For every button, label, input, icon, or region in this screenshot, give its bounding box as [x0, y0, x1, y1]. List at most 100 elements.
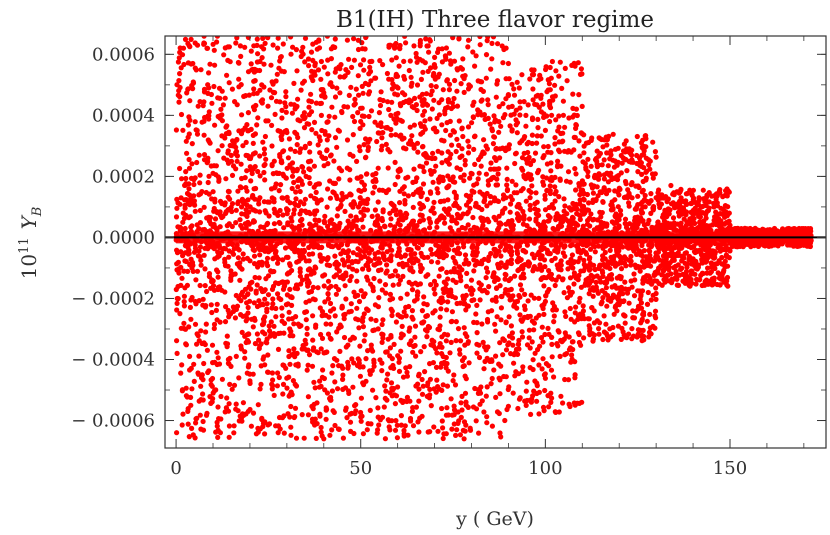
data-point	[211, 325, 217, 332]
data-point	[239, 196, 245, 202]
data-point	[272, 111, 278, 117]
data-point	[382, 282, 389, 288]
data-point	[523, 123, 529, 129]
data-point	[317, 150, 323, 156]
data-point	[192, 65, 198, 71]
data-point	[354, 217, 360, 223]
data-point	[492, 155, 498, 161]
data-point	[614, 248, 620, 254]
data-point	[408, 265, 414, 271]
data-point	[212, 199, 218, 205]
data-point	[244, 370, 250, 376]
data-point	[206, 218, 213, 224]
data-point	[526, 216, 533, 222]
data-point	[201, 360, 207, 367]
data-point	[474, 245, 480, 252]
data-point	[588, 211, 594, 217]
data-point	[489, 375, 495, 382]
data-point	[293, 202, 299, 208]
data-point	[356, 144, 362, 150]
data-point	[556, 274, 562, 280]
data-point	[396, 168, 402, 174]
data-point	[511, 92, 518, 98]
data-point	[235, 199, 241, 205]
data-point	[402, 252, 408, 258]
data-point	[437, 314, 443, 320]
data-point	[492, 321, 498, 327]
data-point	[381, 255, 387, 261]
data-point	[549, 112, 555, 118]
data-point	[555, 247, 561, 253]
data-point	[583, 166, 589, 172]
data-point	[321, 93, 327, 99]
data-point	[342, 283, 348, 289]
data-point	[230, 143, 236, 149]
data-point	[209, 100, 215, 106]
data-point	[642, 192, 648, 199]
data-point	[238, 82, 244, 88]
data-point	[389, 296, 396, 302]
data-point	[184, 190, 191, 197]
data-point	[183, 138, 189, 144]
data-point	[260, 301, 266, 307]
data-point	[215, 254, 221, 260]
data-point	[503, 45, 509, 51]
data-point	[507, 249, 513, 255]
data-point	[388, 258, 394, 264]
data-point	[641, 264, 647, 270]
data-point	[591, 274, 597, 280]
data-point	[311, 163, 317, 169]
data-point	[444, 77, 450, 83]
data-point	[454, 165, 460, 171]
data-point	[548, 367, 555, 373]
data-point	[435, 428, 441, 434]
data-point	[477, 297, 483, 303]
data-point	[238, 343, 244, 349]
data-point	[325, 161, 331, 167]
data-point	[355, 110, 361, 116]
data-point	[453, 319, 459, 325]
data-point	[515, 201, 521, 208]
data-point	[552, 82, 558, 88]
data-point	[538, 335, 545, 341]
data-point	[200, 397, 206, 403]
data-point	[360, 224, 366, 230]
data-point	[545, 143, 551, 150]
data-point	[347, 167, 353, 173]
data-point	[400, 399, 406, 405]
data-point	[422, 152, 428, 159]
data-point	[644, 318, 650, 324]
data-point	[448, 61, 454, 67]
data-point	[555, 223, 562, 229]
data-point	[380, 62, 386, 68]
data-point	[345, 104, 351, 110]
data-point	[266, 323, 272, 329]
data-point	[356, 92, 362, 98]
data-point	[539, 324, 545, 330]
data-point	[444, 361, 450, 367]
data-point	[322, 299, 328, 305]
data-point	[199, 372, 205, 378]
data-point	[567, 220, 573, 226]
data-point	[345, 342, 351, 348]
data-point	[490, 274, 496, 280]
data-point	[393, 55, 399, 61]
data-point	[273, 98, 280, 104]
data-point	[205, 158, 211, 165]
data-point	[251, 86, 257, 92]
data-point	[241, 93, 247, 99]
data-point	[432, 291, 438, 297]
data-point	[271, 392, 277, 398]
data-point	[229, 172, 236, 178]
data-point	[374, 430, 380, 436]
data-point	[383, 349, 389, 355]
data-point	[190, 268, 196, 274]
data-point	[370, 387, 376, 393]
data-point	[572, 319, 578, 325]
data-point	[426, 324, 433, 331]
data-point	[234, 242, 240, 248]
data-point	[238, 185, 244, 191]
data-point	[271, 199, 277, 205]
data-point	[517, 112, 523, 118]
data-point	[261, 151, 267, 157]
